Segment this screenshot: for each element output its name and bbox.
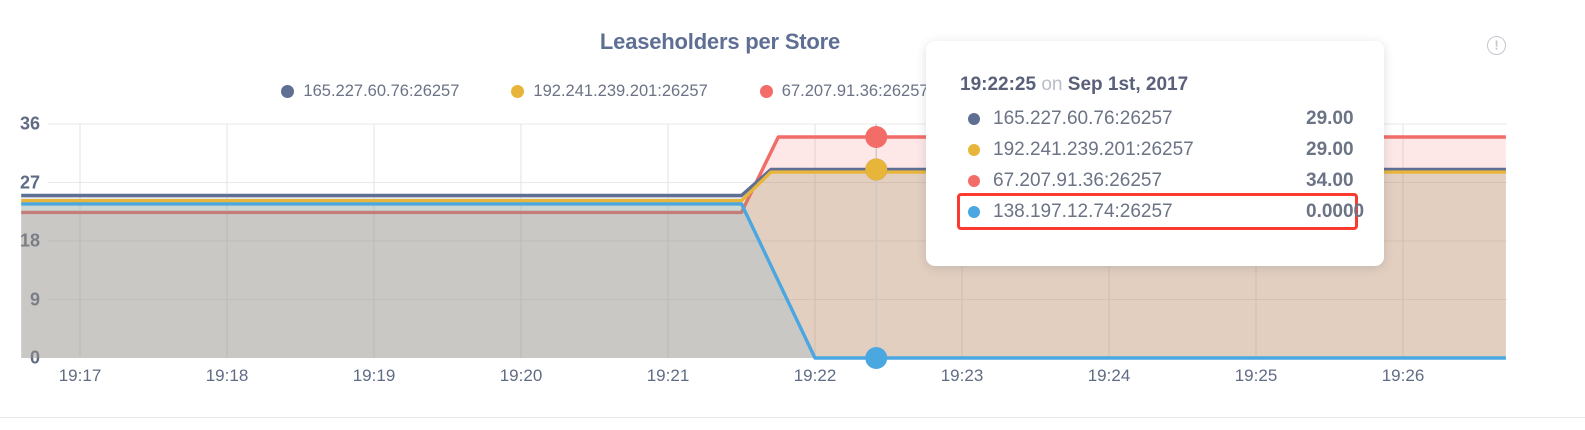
hover-marker <box>865 347 888 369</box>
tooltip-color-dot <box>968 205 980 218</box>
x-axis-tick: 19:18 <box>205 366 249 385</box>
x-axis-tick: 19:21 <box>646 366 690 385</box>
tooltip-series-label: 67.207.91.36:26257 <box>993 169 1163 191</box>
hover-marker <box>865 158 888 181</box>
tooltip-date: Sep 1st, 2017 <box>1067 74 1189 95</box>
y-axis-tick: 18 <box>19 230 40 251</box>
legend-item[interactable]: 67.207.91.36:26257 <box>759 82 929 101</box>
legend-item[interactable]: 165.227.60.76:26257 <box>281 82 459 101</box>
tooltip-timestamp: 19:22:25 on Sep 1st, 2017 <box>960 74 1350 96</box>
tooltip-row: 192.241.239.201:26257 29.00 <box>960 134 1354 165</box>
tooltip-rows: 165.227.60.76:26257 29.00 192.241.239.201:… <box>957 103 1364 230</box>
tooltip-on-word: on <box>1041 74 1063 95</box>
tooltip-series-value: 0.0000 <box>1306 200 1365 222</box>
x-axis: 19:17 19:18 19:19 19:20 19:21 19:22 19:23 19:24… <box>48 366 1507 392</box>
info-warning-icon[interactable]: ! <box>1487 36 1506 55</box>
tooltip-row: 165.227.60.76:26257 29.00 <box>960 103 1354 134</box>
tooltip-series-label: 138.197.12.74:26257 <box>993 200 1173 222</box>
y-axis-tick: 27 <box>19 172 40 192</box>
page-title: Leaseholders per Store <box>599 29 841 54</box>
x-axis-tick: 19:24 <box>1087 366 1131 385</box>
legend-color-dot <box>759 85 773 98</box>
legend-item-label: 192.241.239.201:26257 <box>533 82 708 100</box>
tooltip-series-label: 165.227.60.76:26257 <box>993 107 1173 129</box>
tooltip-series-value: 34.00 <box>1306 169 1354 191</box>
y-axis-tick: 0 <box>29 347 40 368</box>
y-axis-tick: 36 <box>19 113 40 134</box>
x-axis-tick: 19:26 <box>1381 366 1425 385</box>
tooltip-series-value: 29.00 <box>1306 138 1354 160</box>
legend-color-dot <box>511 85 525 98</box>
x-axis-tick: 19:23 <box>940 366 984 385</box>
tooltip-row: 67.207.91.36:26257 34.00 <box>960 165 1354 196</box>
legend-item-label: 67.207.91.36:26257 <box>781 82 929 100</box>
tooltip-color-dot <box>968 143 980 156</box>
legend-item[interactable]: 192.241.239.201:26257 <box>511 82 708 101</box>
info-icon-glyph: ! <box>1494 37 1499 53</box>
x-axis-tick: 19:20 <box>499 366 543 385</box>
tooltip-time: 19:22:25 <box>960 74 1037 95</box>
tooltip-color-dot <box>968 174 980 187</box>
y-axis-tick: 9 <box>29 289 40 309</box>
tooltip-color-dot <box>968 112 980 125</box>
series-area <box>21 203 1506 358</box>
legend-color-dot <box>281 85 295 98</box>
hover-marker <box>865 126 888 148</box>
x-axis-tick: 19:19 <box>352 366 396 385</box>
tooltip-series-value: 29.00 <box>1306 107 1354 129</box>
tooltip-series-label: 192.241.239.201:26257 <box>993 138 1194 160</box>
y-axis: 36 27 18 9 0 <box>0 114 40 368</box>
legend-item-label: 165.227.60.76:26257 <box>303 82 460 100</box>
series-line <box>21 202 1506 360</box>
x-axis-tick: 19:22 <box>793 366 837 385</box>
x-axis-tick: 19:25 <box>1234 366 1278 385</box>
hover-tooltip: 19:22:25 on Sep 1st, 2017 165.227.60.76:… <box>926 41 1384 266</box>
tooltip-row-highlighted: 138.197.12.74:26257 0.0000 <box>957 193 1364 230</box>
footer-divider <box>0 417 1585 418</box>
x-axis-tick: 19:17 <box>58 366 102 385</box>
